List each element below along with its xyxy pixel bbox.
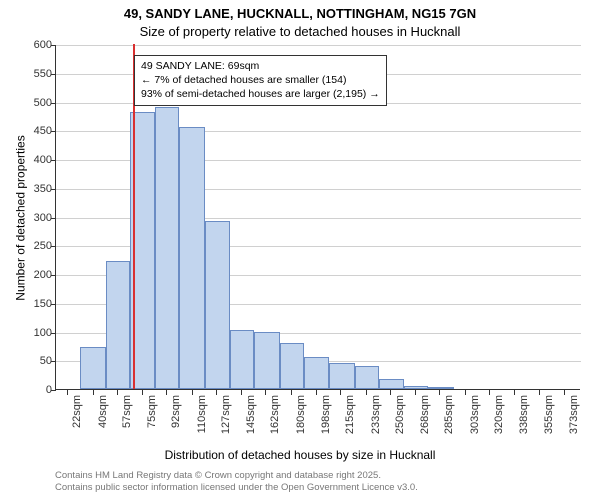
ytick-label: 50 [22,355,52,367]
xtick-mark [192,390,193,395]
ytick-label: 300 [22,212,52,224]
xtick-mark [316,390,317,395]
xtick-label: 233sqm [370,395,382,434]
xtick-mark [216,390,217,395]
xtick-mark [564,390,565,395]
ytick-label: 550 [22,68,52,80]
xtick-label: 320sqm [493,395,505,434]
info-line1: 49 SANDY LANE: 69sqm [141,59,380,73]
xtick-label: 303sqm [469,395,481,434]
xtick-mark [291,390,292,395]
info-box: 49 SANDY LANE: 69sqm ← 7% of detached ho… [134,55,387,106]
xtick-label: 57sqm [121,395,133,428]
xtick-label: 75sqm [146,395,158,428]
xtick-label: 40sqm [97,395,109,428]
info-line2: ← 7% of detached houses are smaller (154… [141,73,380,87]
xtick-label: 180sqm [295,395,307,434]
xtick-label: 215sqm [344,395,356,434]
ytick-label: 450 [22,125,52,137]
histogram-bar [379,379,404,389]
histogram-chart: 49, SANDY LANE, HUCKNALL, NOTTINGHAM, NG… [0,0,600,500]
histogram-bar [230,330,254,389]
histogram-bar [404,386,428,389]
xtick-label: 127sqm [220,395,232,434]
info-line3: 93% of semi-detached houses are larger (… [141,87,380,101]
xtick-mark [465,390,466,395]
ytick-label: 0 [22,384,52,396]
footer-line1: Contains HM Land Registry data © Crown c… [55,470,418,482]
xtick-mark [117,390,118,395]
xtick-mark [439,390,440,395]
ytick-label: 150 [22,298,52,310]
xtick-mark [539,390,540,395]
ytick-label: 200 [22,269,52,281]
xtick-label: 268sqm [419,395,431,434]
x-axis-label: Distribution of detached houses by size … [0,448,600,462]
histogram-bar [304,357,329,389]
histogram-bar [155,107,179,389]
footer-line2: Contains public sector information licen… [55,482,418,494]
plot-area: Number of detached properties 49 SANDY L… [55,45,580,390]
xtick-label: 355sqm [543,395,555,434]
xtick-label: 145sqm [245,395,257,434]
histogram-bar [428,387,453,389]
xtick-mark [93,390,94,395]
xtick-mark [67,390,68,395]
xtick-mark [489,390,490,395]
ytick-label: 250 [22,240,52,252]
chart-title-line1: 49, SANDY LANE, HUCKNALL, NOTTINGHAM, NG… [0,6,600,21]
xtick-mark [415,390,416,395]
histogram-bar [179,127,204,389]
histogram-bar [280,343,304,389]
xtick-mark [166,390,167,395]
ytick-label: 500 [22,97,52,109]
xtick-label: 285sqm [443,395,455,434]
histogram-bar [329,363,354,389]
histogram-bar [106,261,130,389]
ytick-label: 600 [22,39,52,51]
ytick-label: 100 [22,327,52,339]
xtick-label: 92sqm [170,395,182,428]
xtick-mark [142,390,143,395]
xtick-mark [241,390,242,395]
xtick-label: 338sqm [518,395,530,434]
xtick-mark [340,390,341,395]
xtick-label: 373sqm [568,395,580,434]
histogram-bar [205,221,230,389]
xtick-label: 198sqm [320,395,332,434]
xtick-mark [514,390,515,395]
xtick-mark [366,390,367,395]
histogram-bar [355,366,379,389]
xtick-label: 162sqm [269,395,281,434]
xtick-label: 110sqm [196,395,208,433]
footer: Contains HM Land Registry data © Crown c… [55,470,418,494]
xtick-label: 250sqm [394,395,406,434]
ytick-label: 400 [22,154,52,166]
histogram-bar [254,332,279,390]
histogram-bar [80,347,105,389]
xtick-mark [265,390,266,395]
ytick-label: 350 [22,183,52,195]
chart-title-line2: Size of property relative to detached ho… [0,24,600,39]
xtick-mark [390,390,391,395]
xtick-label: 22sqm [71,395,83,428]
